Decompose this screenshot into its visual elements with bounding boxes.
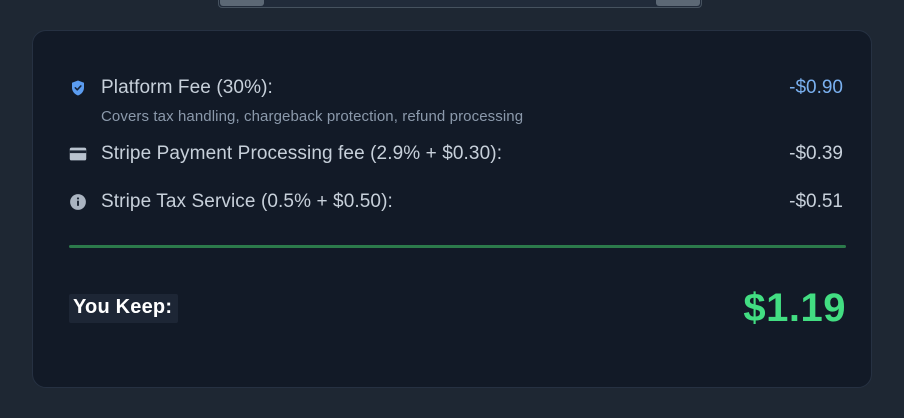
fee-label: Stripe Tax Service (0.5% + $0.50): (101, 191, 393, 212)
total-row: You Keep: $1.19 (69, 288, 846, 328)
fee-row-stripe-tax: Stripe Tax Service (0.5% + $0.50): -$0.5… (69, 183, 843, 221)
stepper-decrement-button[interactable]: − (220, 0, 264, 6)
fee-amount: -$0.90 (789, 77, 843, 98)
total-label: You Keep: (69, 293, 179, 323)
fee-row-left: Stripe Tax Service (0.5% + $0.50): (69, 191, 393, 213)
credit-card-icon (69, 145, 87, 163)
info-circle-icon (69, 193, 87, 211)
fee-amount: -$0.39 (789, 143, 843, 164)
stepper-value-input[interactable] (265, 0, 655, 7)
quantity-stepper[interactable]: − + (218, 0, 702, 8)
fee-breakdown-card: Platform Fee (30%): -$0.90 Covers tax ha… (32, 30, 872, 388)
fee-description: Covers tax handling, chargeback protecti… (101, 108, 524, 125)
fee-label: Platform Fee (30%): (101, 77, 273, 98)
fee-label: Stripe Payment Processing fee (2.9% + $0… (101, 143, 503, 164)
fee-row-left: Platform Fee (30%): (69, 77, 273, 99)
shield-check-icon (69, 79, 87, 97)
total-amount: $1.19 (743, 286, 846, 330)
fee-row-platform: Platform Fee (30%): -$0.90 (69, 69, 843, 107)
fee-row-stripe-processing: Stripe Payment Processing fee (2.9% + $0… (69, 135, 843, 173)
total-divider (69, 245, 846, 248)
fee-amount: -$0.51 (789, 191, 843, 212)
fee-list: Platform Fee (30%): -$0.90 Covers tax ha… (69, 57, 843, 221)
stepper-increment-button[interactable]: + (656, 0, 700, 6)
fee-row-left: Stripe Payment Processing fee (2.9% + $0… (69, 143, 502, 165)
